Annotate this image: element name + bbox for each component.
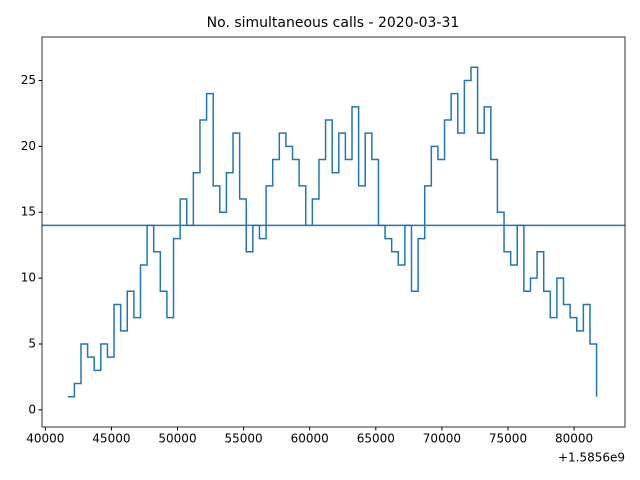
x-tick-label: 75000	[489, 432, 527, 446]
axes-frame	[41, 36, 626, 428]
y-tick-label: 20	[21, 139, 36, 153]
chart-title: No. simultaneous calls - 2020-03-31	[207, 15, 460, 31]
step-line	[67, 66, 598, 398]
y-tick-label: 25	[21, 73, 36, 87]
x-tick-label: 40000	[26, 432, 64, 446]
x-tick-label: 60000	[291, 432, 329, 446]
x-tick-label: 65000	[357, 432, 395, 446]
x-offset-label: +1.5856e9	[558, 451, 625, 465]
y-tick-label: 5	[28, 336, 36, 350]
x-tick-label: 80000	[555, 432, 593, 446]
x-tick-label: 50000	[158, 432, 196, 446]
y-tick-label: 0	[28, 402, 36, 416]
x-tick-label: 55000	[225, 432, 263, 446]
y-tick-label: 15	[21, 205, 36, 219]
y-tick-label: 10	[21, 271, 36, 285]
x-tick-label: 45000	[92, 432, 130, 446]
x-tick-label: 70000	[423, 432, 461, 446]
